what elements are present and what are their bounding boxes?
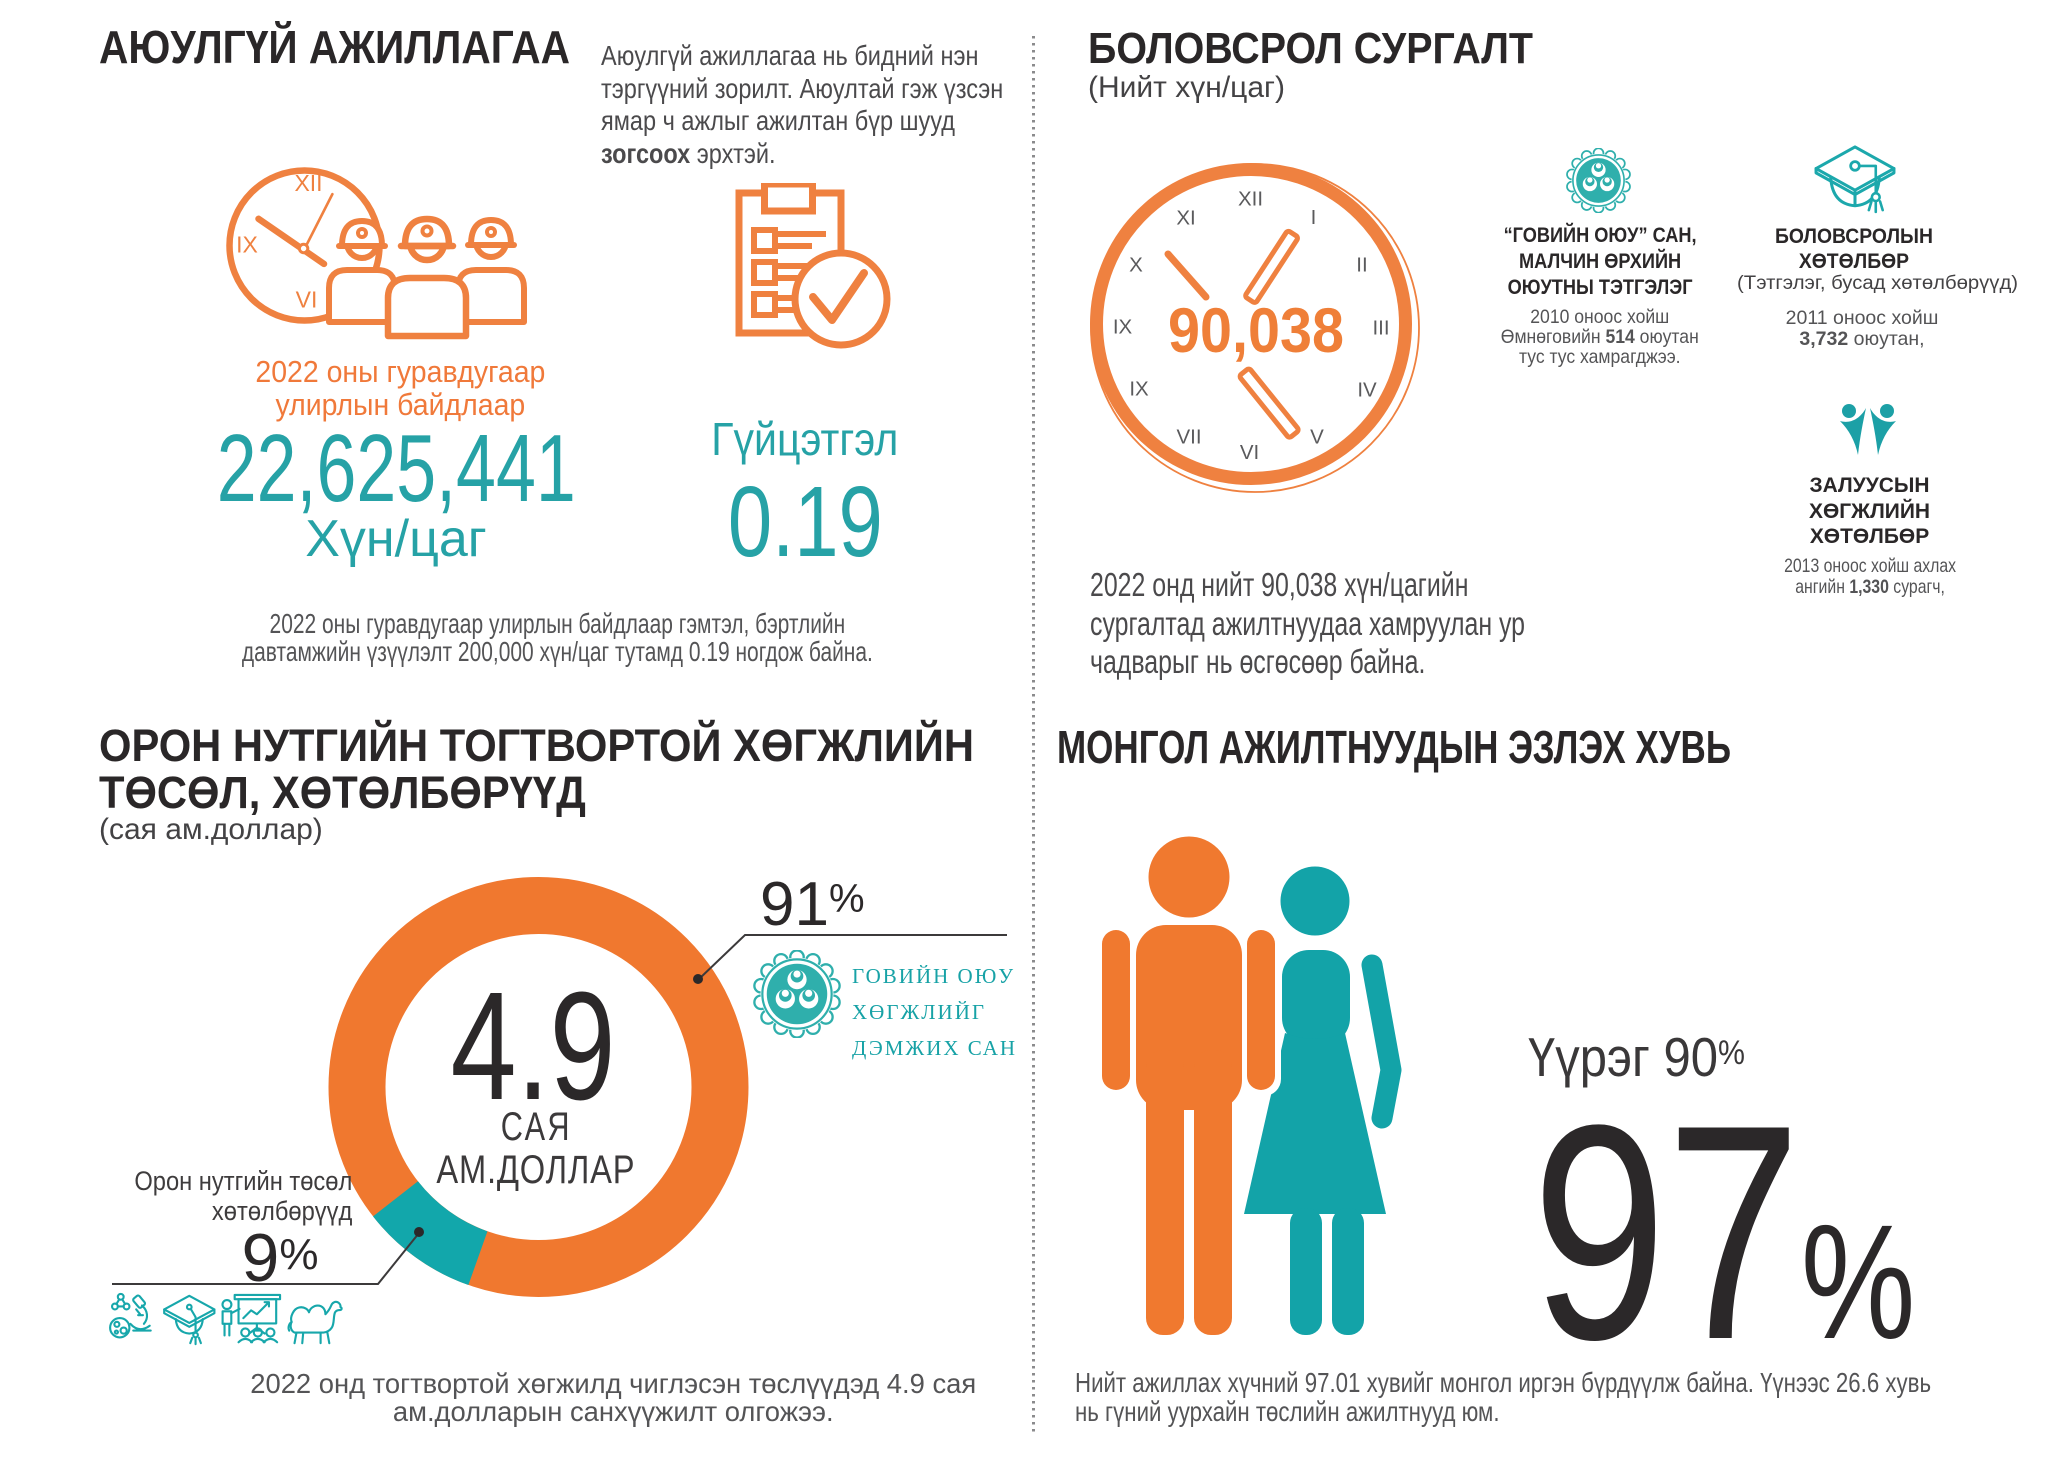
svg-text:IX: IX — [1113, 316, 1133, 339]
svg-text:III: III — [1372, 317, 1389, 340]
svg-text:VI: VI — [296, 287, 318, 313]
svg-text:XI: XI — [1176, 207, 1195, 230]
svg-text:90,038: 90,038 — [1168, 296, 1344, 366]
svg-text:XII: XII — [294, 170, 322, 196]
svg-text:V: V — [1310, 426, 1324, 449]
svg-text:VII: VII — [1176, 426, 1201, 449]
svg-text:IX: IX — [1129, 378, 1149, 401]
svg-text:X: X — [1129, 254, 1143, 277]
svg-text:XII: XII — [1238, 188, 1263, 211]
svg-text:IV: IV — [1357, 379, 1377, 402]
svg-text:VI: VI — [1240, 441, 1259, 464]
svg-text:I: I — [1311, 206, 1317, 229]
svg-text:II: II — [1356, 254, 1367, 277]
svg-text:IX: IX — [236, 232, 258, 258]
